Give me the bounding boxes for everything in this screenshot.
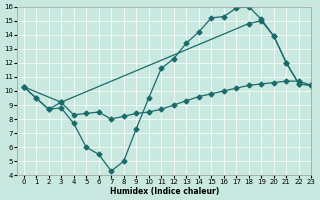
X-axis label: Humidex (Indice chaleur): Humidex (Indice chaleur): [110, 187, 219, 196]
